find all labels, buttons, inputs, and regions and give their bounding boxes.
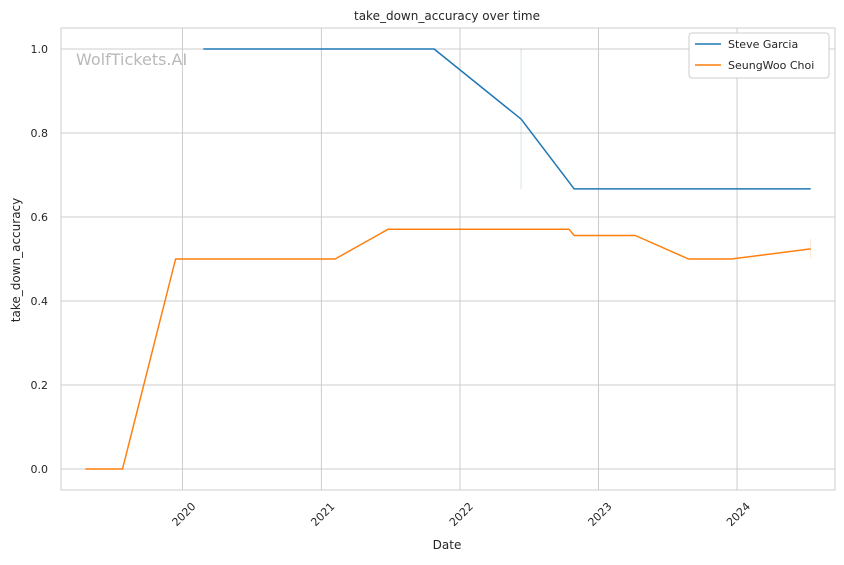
- grid: [61, 28, 835, 490]
- watermark-text: WolfTickets.AI: [76, 50, 187, 69]
- y-axis-label: take_down_accuracy: [9, 198, 23, 322]
- series-layer: [85, 48, 812, 470]
- chart-title: take_down_accuracy over time: [354, 9, 540, 23]
- legend: Steve Garcia SeungWoo Choi: [688, 32, 830, 79]
- x-axis-label: Date: [433, 538, 462, 552]
- legend-frame: [688, 32, 830, 79]
- y-tick-label: 0.6: [31, 211, 49, 224]
- y-tick-label: 0.0: [31, 463, 49, 476]
- plot-frame: [60, 27, 836, 491]
- legend-label-seungwoo-choi: SeungWoo Choi: [728, 59, 814, 72]
- y-tick-label: 1.0: [31, 43, 49, 56]
- y-tick-label: 0.8: [31, 127, 49, 140]
- y-tick-label: 0.2: [31, 379, 49, 392]
- series-line-seungwoo-choi: [85, 228, 811, 470]
- legend-label-steve-garcia: Steve Garcia: [728, 38, 798, 51]
- series-line-steve-garcia: [203, 48, 811, 190]
- y-tick-label: 0.4: [31, 295, 49, 308]
